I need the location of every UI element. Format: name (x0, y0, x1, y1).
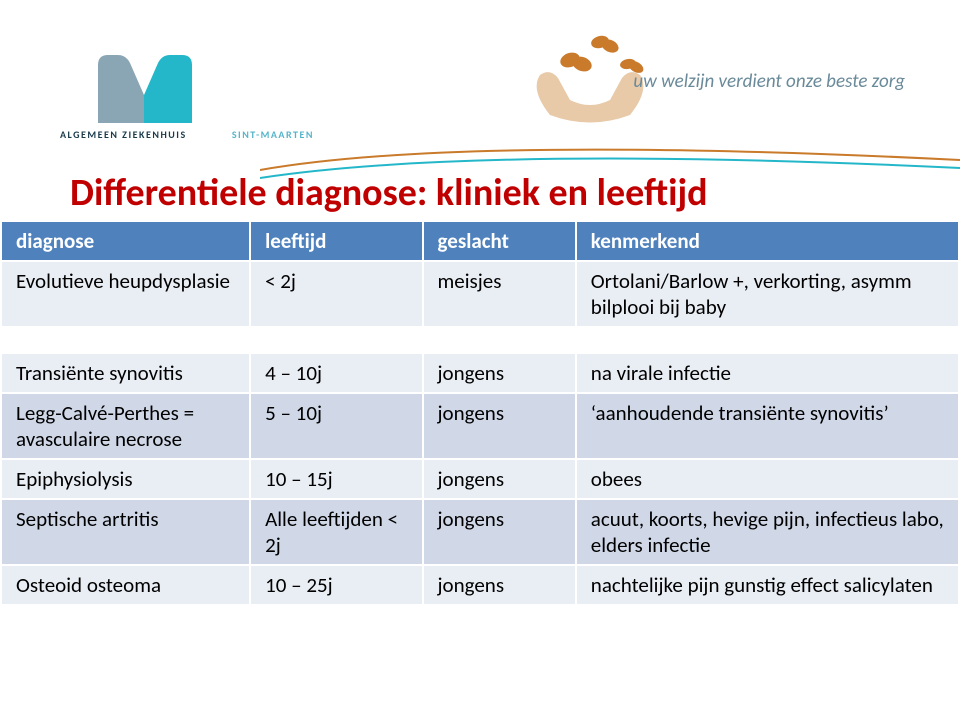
cell-diag: Septische artritis (1, 499, 250, 565)
cell-diag: Legg-Calvé-Perthes = avasculaire necrose (1, 393, 250, 459)
col-header-diagnose: diagnose (1, 221, 250, 261)
spacer-cell (1, 327, 959, 353)
diagnosis-table: diagnose leeftijd geslacht kenmerkend Ev… (0, 220, 960, 606)
cell-diag: Evolutieve heupdysplasie (1, 261, 250, 327)
table-row: Septische artritisAlle leeftijden < 2jjo… (1, 499, 959, 565)
cell-sex: jongens (423, 393, 576, 459)
slide-header: ALGEMEEN ZIEKENHUIS SINT-MAARTEN uw welz… (0, 0, 960, 150)
cell-age: 4 – 10j (250, 353, 422, 393)
cell-diag: Epiphysiolysis (1, 459, 250, 499)
cell-diag: Transiënte synovitis (1, 353, 250, 393)
col-header-geslacht: geslacht (423, 221, 576, 261)
cell-age: 10 – 25j (250, 565, 422, 605)
table-row: Epiphysiolysis10 – 15jjongensobees (1, 459, 959, 499)
table-row: Osteoid osteoma10 – 25jjongensnachtelijk… (1, 565, 959, 605)
table-row: Transiënte synovitis4 – 10jjongensna vir… (1, 353, 959, 393)
cell-sex: jongens (423, 353, 576, 393)
table-header-row: diagnose leeftijd geslacht kenmerkend (1, 221, 959, 261)
table-row: Evolutieve heupdysplasie< 2jmeisjesOrtol… (1, 261, 959, 327)
table-row: Legg-Calvé-Perthes = avasculaire necrose… (1, 393, 959, 459)
col-header-leeftijd: leeftijd (250, 221, 422, 261)
cell-age: < 2j (250, 261, 422, 327)
cell-ken: acuut, koorts, hevige pijn, infectieus l… (576, 499, 959, 565)
cell-age: 10 – 15j (250, 459, 422, 499)
table-row (1, 327, 959, 353)
cell-sex: meisjes (423, 261, 576, 327)
cell-ken: na virale infectie (576, 353, 959, 393)
cell-ken: ‘aanhoudende transiënte synovitis’ (576, 393, 959, 459)
hospital-name-left: ALGEMEEN ZIEKENHUIS (60, 128, 187, 141)
cell-age: 5 – 10j (250, 393, 422, 459)
slide-title: Differentiele diagnose: kliniek en leeft… (70, 170, 708, 216)
cell-age: Alle leeftijden < 2j (250, 499, 422, 565)
cell-sex: jongens (423, 565, 576, 605)
cell-sex: jongens (423, 499, 576, 565)
cell-sex: jongens (423, 459, 576, 499)
cell-ken: Ortolani/Barlow +, verkorting, asymm bil… (576, 261, 959, 327)
col-header-kenmerkend: kenmerkend (576, 221, 959, 261)
hospital-logo (90, 45, 200, 130)
cell-ken: nachtelijke pijn gunstig effect salicyla… (576, 565, 959, 605)
tagline-text: uw welzijn verdient onze beste zorg (633, 70, 905, 93)
cell-ken: obees (576, 459, 959, 499)
cell-diag: Osteoid osteoma (1, 565, 250, 605)
